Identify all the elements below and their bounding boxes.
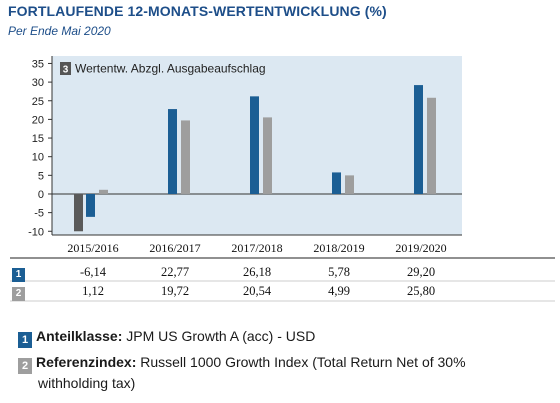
bar-series-1 <box>250 96 259 194</box>
legend-label-1: Anteilklasse: <box>36 328 123 344</box>
y-tick-label: 5 <box>38 170 44 182</box>
value-label-series-2: 1,12 <box>82 284 104 298</box>
bar-series-2 <box>427 97 436 194</box>
legend-text-2: Russell 1000 Growth Index (Total Return … <box>140 354 466 370</box>
y-tick-label: 35 <box>32 58 44 70</box>
bar-series-1 <box>332 172 341 194</box>
value-label-series-1: 29,20 <box>407 265 435 279</box>
y-tick-label: 10 <box>32 152 44 164</box>
y-tick-label: -5 <box>34 208 44 220</box>
bar-series-1 <box>168 109 177 194</box>
y-tick-label: -10 <box>28 226 44 238</box>
series-2-badge: 2 <box>12 287 25 301</box>
y-tick-label: 25 <box>32 96 44 108</box>
bar-series-2 <box>263 117 272 194</box>
highlight-bar <box>74 193 83 232</box>
legend-item-1: 1 Anteilklasse: JPM US Growth A (acc) - U… <box>18 326 553 348</box>
legend-text-2-continued: withholding tax) <box>38 375 136 391</box>
chart-subtitle: Per Ende Mai 2020 <box>8 24 111 38</box>
bar-chart: 35 30 25 20 15 10 5 0 -5 -10 3 Wertentw. Abzgl. Aus… <box>10 56 555 302</box>
x-category-label: 2015/2016 <box>67 241 118 255</box>
value-label-series-2: 20,54 <box>243 284 272 298</box>
value-label-series-2: 4,99 <box>328 284 350 298</box>
chart-title: FORTLAUFENDE 12-MONATS-WERTENTWICKLUNG (… <box>8 3 387 19</box>
legend-text-1: JPM US Growth A (acc) - USD <box>126 328 316 344</box>
legend-badge-2: 2 <box>18 358 32 374</box>
bar-series-2 <box>181 120 190 194</box>
legend-badge-1: 1 <box>18 332 32 348</box>
x-category-label: 2018/2019 <box>313 241 364 255</box>
value-label-series-1: 22,77 <box>161 265 189 279</box>
value-label-series-1: 26,18 <box>243 265 271 279</box>
annotation-badge <box>60 62 71 75</box>
bar-series-2 <box>345 175 354 194</box>
value-label-series-1: 5,78 <box>328 265 350 279</box>
y-tick-label: 20 <box>32 114 44 126</box>
row-badge-2: 2 <box>12 285 25 301</box>
value-label-series-1: -6,14 <box>80 265 107 279</box>
x-category-label: 2016/2017 <box>149 241 200 255</box>
legend: 1 Anteilklasse: JPM US Growth A (acc) - U… <box>18 326 553 393</box>
legend-item-2: 2 Referenzindex: Russell 1000 Growth Inde… <box>18 352 553 393</box>
annotation-badge-number: 3 <box>63 65 69 76</box>
value-label-series-2: 19,72 <box>161 284 189 298</box>
row-badge-1: 1 <box>12 266 25 282</box>
y-tick-label: 15 <box>32 133 44 145</box>
bar-series-1 <box>414 85 423 194</box>
bar-series-1 <box>86 193 95 217</box>
x-category-label: 2017/2018 <box>231 241 282 255</box>
y-tick-label: 0 <box>38 189 44 201</box>
y-tick-label: 30 <box>32 77 44 89</box>
legend-label-2: Referenzindex: <box>36 354 137 370</box>
value-label-series-2: 25,80 <box>407 284 435 298</box>
annotation-text: Wertentw. Abzgl. Ausgabeaufschlag <box>75 62 266 76</box>
x-category-label: 2019/2020 <box>395 241 446 255</box>
series-1-badge: 1 <box>12 268 25 282</box>
bar-series-2 <box>99 189 108 194</box>
